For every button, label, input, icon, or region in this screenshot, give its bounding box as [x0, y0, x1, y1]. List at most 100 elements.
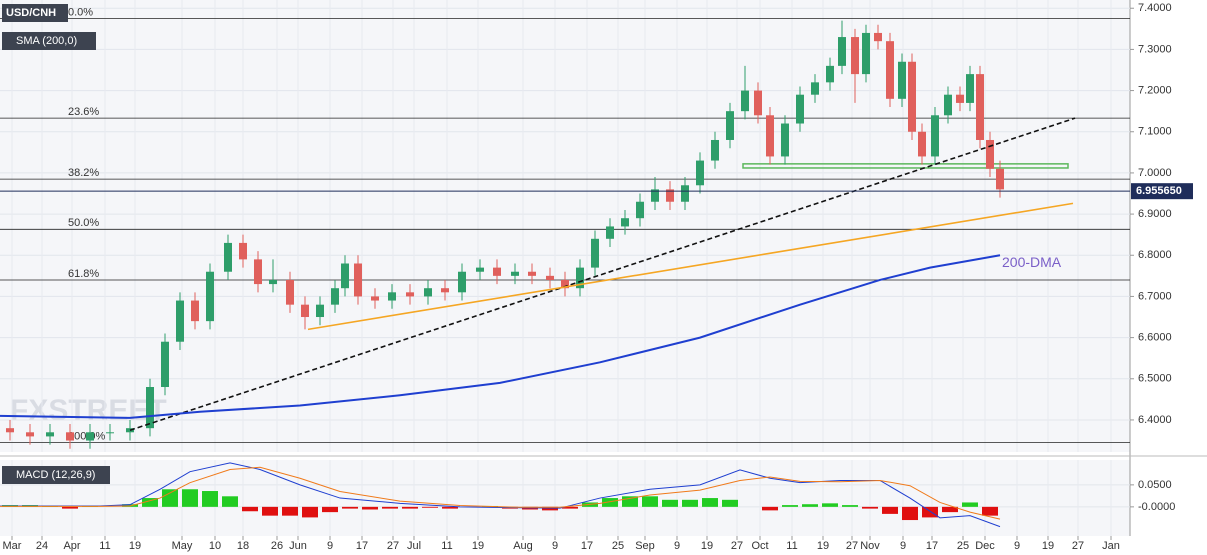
histogram-bar [362, 506, 378, 510]
candle-body [511, 271, 519, 276]
histogram-bar [822, 503, 838, 507]
y-tick-label: 7.3000 [1138, 43, 1172, 55]
candle-body [996, 168, 1004, 190]
candle-body [976, 74, 984, 140]
y-tick-label: 7.0000 [1138, 167, 1172, 179]
x-tick-label: Jun [289, 540, 307, 552]
title-box [2, 4, 68, 22]
indicator-label: MACD (12,26,9) [16, 469, 95, 481]
candle-body [944, 94, 952, 116]
x-tick-label: 11 [786, 540, 797, 552]
candle-body [986, 139, 994, 169]
candle-body [918, 131, 926, 157]
histogram-bar [222, 496, 238, 507]
x-tick-label: Aug [513, 540, 533, 552]
candle-body [666, 189, 674, 202]
x-tick-label: 27 [1072, 540, 1084, 552]
x-tick-label: 9 [1014, 540, 1020, 552]
candle-body [874, 32, 882, 42]
x-tick-label: 19 [472, 540, 484, 552]
histogram-bar [682, 499, 698, 507]
candle-body [161, 341, 169, 388]
histogram-bar [302, 506, 318, 518]
candle-body [851, 37, 859, 75]
histogram-bar [642, 496, 658, 507]
candle-body [931, 115, 939, 157]
histogram-bar [562, 506, 578, 509]
histogram-bar [382, 506, 398, 509]
y-tick-label: 6.5000 [1138, 373, 1172, 385]
candle-body [546, 275, 554, 280]
histogram-bar [702, 498, 718, 507]
x-tick-label: 19 [1042, 540, 1054, 552]
y-tick-label: 6.9000 [1138, 208, 1172, 220]
histogram-bar [542, 506, 558, 511]
candle-body [811, 82, 819, 95]
candle-body [176, 300, 184, 342]
last-price-label: 6.955650 [1136, 185, 1182, 197]
y-tick-label: 6.7000 [1138, 290, 1172, 302]
fib-label: 50.0% [68, 217, 99, 229]
candle-body [956, 94, 964, 103]
candle-body [424, 288, 432, 297]
candle-body [741, 90, 749, 112]
sma-line [0, 254, 1001, 419]
x-tick-label: 27 [846, 540, 858, 552]
x-tick-label: May [172, 540, 193, 552]
candle-body [286, 279, 294, 305]
fib-label: 61.8% [68, 268, 99, 280]
main-panel [0, 0, 1130, 452]
y-tick-label: 7.2000 [1138, 84, 1172, 96]
candle-body [766, 115, 774, 157]
macd-line [0, 466, 1001, 520]
histogram-bar [602, 498, 618, 507]
candle-body [269, 279, 277, 285]
candle-body [696, 160, 704, 186]
indicator-box [2, 32, 96, 50]
x-tick-label: 24 [36, 540, 48, 552]
trend-line [307, 202, 1074, 331]
histogram-bar [162, 489, 178, 507]
candle-body [224, 242, 232, 272]
x-tick-label: 9 [327, 540, 333, 552]
histogram-bar [762, 506, 778, 511]
histogram-bar [862, 506, 878, 509]
histogram-bar [402, 506, 418, 509]
candle-body [206, 271, 214, 322]
candle-body [354, 263, 362, 297]
candle-body [86, 432, 94, 441]
y-tick-label: -0.0000 [1138, 501, 1175, 513]
x-tick-label: Nov [860, 540, 880, 552]
candle-body [606, 226, 614, 239]
x-tick-label: 11 [99, 540, 110, 552]
candle-body [191, 300, 199, 322]
candle-body [781, 123, 789, 157]
x-tick-label: 11 [441, 540, 452, 552]
candle-body [371, 296, 379, 301]
candle-body [441, 288, 449, 293]
histogram-bar [442, 506, 458, 509]
y-tick-label: 6.4000 [1138, 414, 1172, 426]
histogram-bar [242, 506, 258, 512]
candle-body [316, 304, 324, 318]
candle-body [862, 32, 870, 75]
candle-body [726, 111, 734, 140]
candle-body [341, 263, 349, 289]
x-tick-label: 17 [926, 540, 938, 552]
candle-body [796, 94, 804, 124]
candle-body [908, 61, 916, 132]
candle-body [591, 238, 599, 268]
y-tick-label: 6.8000 [1138, 249, 1172, 261]
candle-body [26, 432, 34, 437]
histogram-bar [882, 506, 898, 514]
histogram-bar [902, 506, 918, 521]
histogram-bar [842, 505, 858, 507]
sma-label: 200-DMA [1002, 254, 1062, 270]
candle-body [826, 65, 834, 83]
histogram-bar [342, 506, 358, 509]
candle-body [681, 185, 689, 202]
candle-body [898, 61, 906, 99]
candle-body [476, 267, 484, 272]
x-tick-label: 10 [209, 540, 221, 552]
